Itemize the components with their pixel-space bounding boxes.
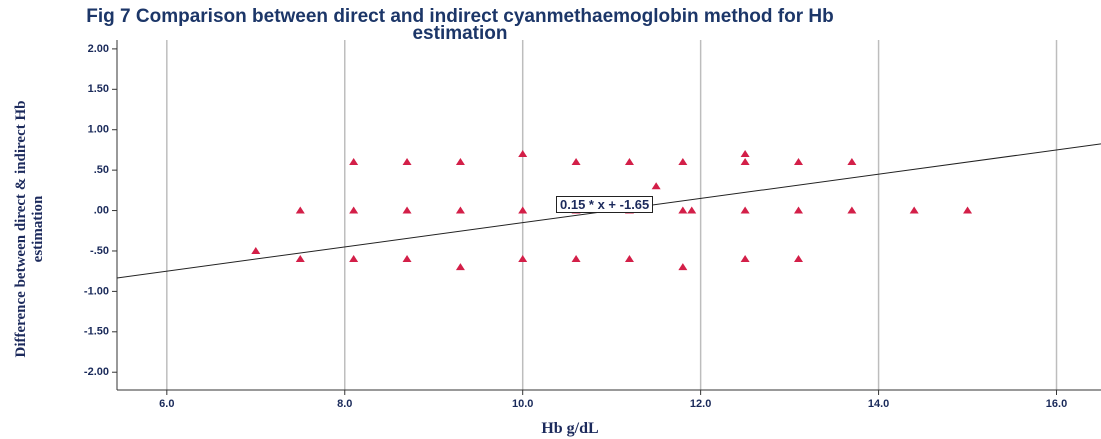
point <box>571 158 581 166</box>
point <box>651 182 661 190</box>
x-tick-label: 6.0 <box>159 398 174 410</box>
y-tick-label: 2.00 <box>88 43 109 55</box>
y-axis-label: Difference between direct & indirect Hb … <box>13 100 46 358</box>
point <box>963 206 973 214</box>
point <box>518 255 528 263</box>
point <box>909 206 919 214</box>
point <box>251 246 261 254</box>
point <box>794 255 804 263</box>
point <box>794 206 804 214</box>
y-tick-label: .00 <box>94 204 109 216</box>
point <box>678 206 688 214</box>
y-tick-label: 1.50 <box>88 83 109 95</box>
point <box>624 255 634 263</box>
point <box>349 206 359 214</box>
y-tick-label: 1.00 <box>88 124 109 136</box>
x-tick-label: 10.0 <box>512 398 533 410</box>
x-tick-label: 8.0 <box>337 398 352 410</box>
point <box>678 158 688 166</box>
x-axis-label: Hb g/dL <box>541 420 599 437</box>
point <box>740 158 750 166</box>
point <box>740 255 750 263</box>
point <box>455 158 465 166</box>
point <box>349 255 359 263</box>
point <box>740 149 750 157</box>
point <box>402 158 412 166</box>
point <box>402 206 412 214</box>
point <box>794 158 804 166</box>
y-tick-label: .50 <box>94 164 109 176</box>
point <box>571 255 581 263</box>
fit-equation: 0.15 * x + -1.65 <box>556 196 654 213</box>
point <box>295 206 305 214</box>
point <box>624 158 634 166</box>
point <box>518 206 528 214</box>
point <box>518 149 528 157</box>
y-tick-label: -.50 <box>90 245 109 257</box>
point <box>847 206 857 214</box>
point <box>455 206 465 214</box>
point <box>402 255 412 263</box>
point <box>678 263 688 271</box>
y-tick-label: -1.50 <box>84 326 109 338</box>
chart-title: Fig 7 Comparison between direct and indi… <box>86 6 834 44</box>
point <box>295 255 305 263</box>
y-tick-label: -1.00 <box>84 285 109 297</box>
point <box>740 206 750 214</box>
point <box>687 206 697 214</box>
x-tick-label: 16.0 <box>1046 398 1067 410</box>
x-tick-label: 12.0 <box>690 398 711 410</box>
point <box>455 263 465 271</box>
point <box>847 158 857 166</box>
x-tick-label: 14.0 <box>868 398 889 410</box>
point <box>349 158 359 166</box>
y-tick-label: -2.00 <box>84 366 109 378</box>
